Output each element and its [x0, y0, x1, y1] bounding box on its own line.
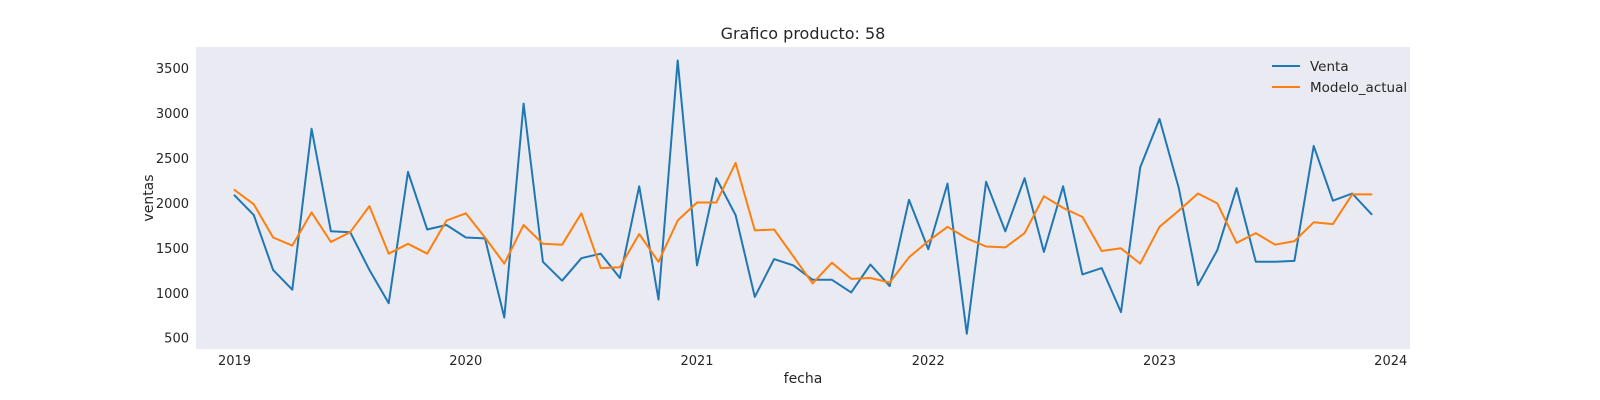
legend-label-venta: Venta [1310, 59, 1349, 75]
x-tick-label: 2020 [449, 354, 482, 369]
legend-label-modelo_actual: Modelo_actual [1310, 80, 1407, 96]
y-tick-label: 2500 [156, 152, 189, 167]
y-tick-label: 500 [164, 332, 189, 347]
chart-title: Grafico producto: 58 [721, 24, 886, 43]
y-tick-label: 1500 [156, 242, 189, 257]
x-tick-label: 2023 [1143, 354, 1176, 369]
legend: Venta Modelo_actual [1272, 59, 1407, 96]
x-axis-label: fecha [784, 371, 823, 387]
series-line-venta [233, 59, 1373, 335]
x-axis-ticks: 2019 2020 2021 2022 2023 2024 [218, 354, 1407, 369]
y-axis-ticks: 500 1000 1500 2000 2500 3000 3500 [156, 62, 189, 347]
y-tick-label: 1000 [156, 287, 189, 302]
y-tick-label: 3500 [156, 62, 189, 77]
x-tick-label: 2021 [680, 354, 713, 369]
y-axis-label: ventas [141, 174, 157, 221]
series-layer [233, 59, 1373, 335]
y-tick-label: 2000 [156, 197, 189, 212]
plot-area [196, 47, 1410, 349]
series-line-modelo_actual [233, 161, 1373, 285]
x-tick-label: 2019 [218, 354, 251, 369]
y-tick-label: 3000 [156, 107, 189, 122]
x-tick-label: 2022 [912, 354, 945, 369]
x-tick-label: 2024 [1374, 354, 1407, 369]
